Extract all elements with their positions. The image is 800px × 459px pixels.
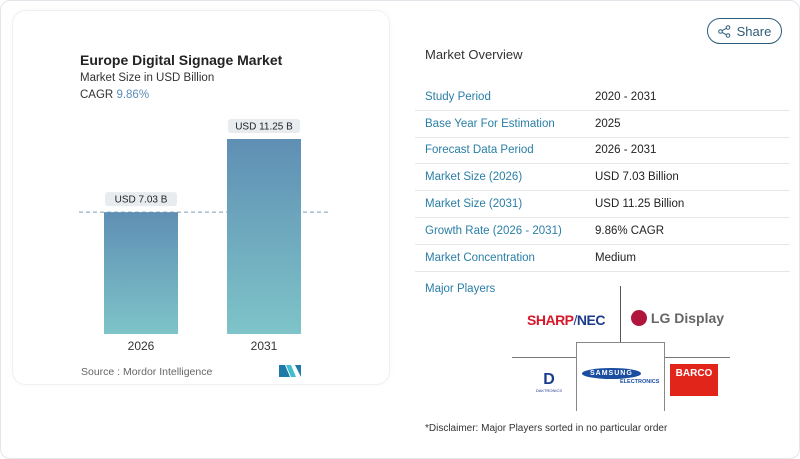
source-label: Source : Mordor Intelligence: [81, 366, 213, 378]
row-key: Market Size (2031): [425, 198, 523, 211]
data-label-bg: [228, 119, 300, 133]
row-key: Market Concentration: [425, 251, 535, 264]
x-tick-label: 2026: [128, 339, 155, 353]
mordor-intelligence-logo: [279, 365, 301, 377]
disclaimer: *Disclaimer: Major Players sorted in no …: [425, 423, 668, 434]
row-key: Growth Rate (2026 - 2031): [425, 224, 562, 237]
bar-2031: [227, 139, 301, 334]
x-tick-label: 2031: [251, 339, 278, 353]
data-label: USD 11.25 B: [235, 122, 293, 133]
row-key: Base Year For Estimation: [425, 117, 555, 130]
overview-row: Forecast Data Period 2026 - 2031: [415, 138, 790, 165]
share-label: Share: [736, 23, 772, 39]
row-value: Medium: [595, 251, 636, 264]
cagr-label: CAGR: [80, 89, 114, 101]
chart-subtitle: Market Size in USD Billion: [80, 72, 215, 84]
overview-table: Study Period 2020 - 2031 Base Year For Es…: [415, 84, 790, 272]
chart-card: [12, 10, 390, 385]
share-icon: [717, 24, 730, 38]
row-value: USD 7.03 Billion: [595, 171, 679, 184]
overview-title: Market Overview: [425, 47, 523, 62]
data-label: USD 7.03 B: [115, 195, 168, 206]
row-value: 2020 - 2031: [595, 90, 657, 103]
row-key: Study Period: [425, 90, 491, 103]
data-label-bg: [105, 192, 177, 207]
overview-row: Market Concentration Medium: [415, 245, 790, 272]
cagr-value: 9.86%: [116, 89, 150, 101]
overview-row: Growth Rate (2026 - 2031) 9.86% CAGR: [415, 218, 790, 245]
lg-display-logo: LG Display: [630, 307, 725, 329]
row-value: 2026 - 2031: [595, 144, 657, 157]
bar-2026: [104, 212, 178, 334]
row-value: USD 11.25 Billion: [595, 198, 685, 211]
overview-row: Study Period 2020 - 2031: [415, 84, 790, 111]
divider: [620, 286, 621, 357]
row-value: 9.86% CAGR: [595, 224, 665, 237]
major-players-label: Major Players: [425, 283, 496, 295]
barco-logo: BARCO: [670, 364, 718, 396]
overview-row: Market Size (2031) USD 11.25 Billion: [415, 191, 790, 218]
share-button[interactable]: Share: [707, 18, 782, 44]
overview-row: Base Year For Estimation 2025: [415, 111, 790, 138]
sharp-nec-logo: SHARP / NEC: [527, 312, 605, 328]
row-value: 2025: [595, 117, 621, 130]
cagr: CAGR 9.86%: [80, 89, 149, 101]
row-key: Market Size (2026): [425, 171, 523, 184]
samsung-electronics-logo: SAMSUNG ELECTRONICS: [582, 362, 662, 390]
row-key: Forecast Data Period: [425, 144, 534, 157]
daktronics-logo: D DAKTRONICS: [535, 370, 563, 393]
chart-title: Europe Digital Signage Market: [80, 52, 283, 68]
bar-chart: USD 7.03 B 2026 USD 11.25 B 2031: [79, 119, 328, 353]
overview-row: Market Size (2026) USD 7.03 Billion: [415, 164, 790, 192]
